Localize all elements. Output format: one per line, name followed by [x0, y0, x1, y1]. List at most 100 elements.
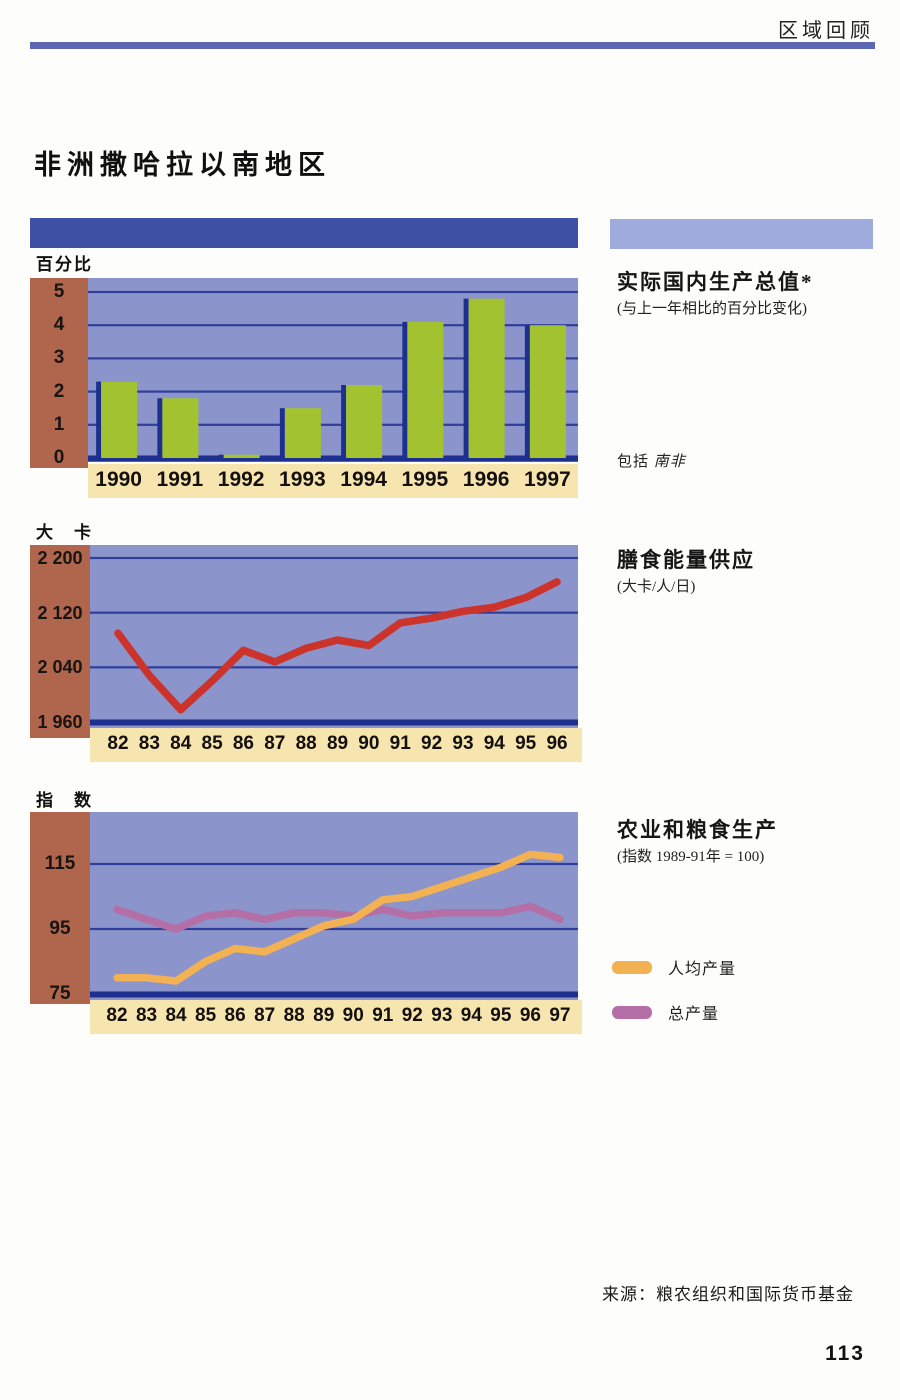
y-tick-label: 2 — [53, 380, 65, 402]
y-tick-label: 1 — [53, 413, 65, 435]
energy-plot-area — [90, 545, 578, 735]
x-tick-label: 87 — [254, 1005, 276, 1026]
page-number: 113 — [825, 1342, 865, 1365]
bar-shadow — [463, 298, 469, 460]
energy-x-axis-band: 82 83 84 85 86 87 88 89 90 91 92 93 94 95 96 — [90, 728, 582, 762]
gdp-header-band-dark — [30, 218, 578, 248]
gridline — [90, 666, 578, 669]
x-tick-label: 90 — [358, 733, 380, 754]
y-tick-label: 2 040 — [37, 657, 83, 678]
agri-y-axis-strip: 115 95 75 — [30, 812, 90, 1004]
x-tick-label: 83 — [135, 1005, 158, 1026]
x-tick-label: 91 — [389, 733, 411, 754]
x-tick-label: 1996 — [462, 468, 510, 491]
x-tick-label: 85 — [201, 733, 223, 754]
baseline-axis — [90, 719, 578, 726]
total-swatch — [612, 1005, 652, 1019]
x-tick-label: 86 — [224, 1005, 246, 1026]
y-tick-label: 0 — [53, 447, 65, 468]
gdp-chart-subtitle: (与上一年相比的百分比变化) — [617, 301, 807, 317]
bar — [468, 298, 505, 458]
x-tick-label: 96 — [519, 1005, 541, 1026]
x-tick-label: 1990 — [95, 468, 142, 491]
x-tick-label: 1994 — [340, 468, 387, 491]
per-capita-label: 人均产量 — [668, 961, 737, 978]
gridline — [88, 324, 578, 327]
bar — [407, 321, 444, 458]
bar-shadow — [157, 398, 163, 460]
x-tick-label: 93 — [452, 733, 474, 754]
page-title: 非洲撒哈拉以南地区 — [34, 150, 331, 180]
total-label: 总产量 — [668, 1006, 720, 1023]
bar-shadow — [341, 384, 347, 460]
agri-plot-area — [90, 812, 578, 1002]
x-tick-label: 88 — [295, 733, 317, 754]
x-tick-label: 96 — [546, 733, 568, 754]
gridline — [90, 611, 578, 614]
y-tick-label: 95 — [49, 918, 71, 939]
x-tick-label: 1991 — [156, 468, 204, 491]
x-tick-label: 82 — [106, 1005, 128, 1026]
gdp-chart-title: 实际国内生产总值* — [617, 270, 814, 294]
x-tick-label: 92 — [401, 1005, 423, 1026]
gridline — [90, 927, 578, 931]
baseline-axis — [88, 455, 578, 462]
agri-chart-title: 农业和粮食生产 — [617, 818, 778, 842]
bar — [346, 384, 383, 458]
x-tick-label: 84 — [170, 733, 192, 754]
bar — [162, 398, 199, 458]
source-note: 来源：粮农组织和国际货币基金 — [602, 1285, 854, 1304]
energy-y-axis-strip: 2 200 2 120 2 040 1 960 — [30, 545, 90, 738]
gdp-chart: 5 4 3 2 1 0 1990 1991 1992 1993 1994 1995 1996 1997 — [30, 278, 578, 500]
x-tick-label: 1995 — [401, 468, 449, 491]
gdp-x-axis-band: 1990 1991 1992 1993 1994 1995 1996 1997 — [88, 464, 578, 498]
x-tick-label: 1993 — [279, 468, 326, 491]
agri-x-axis-band: 82 83 84 85 86 87 88 89 90 91 92 93 94 95 96 97 — [90, 1000, 582, 1034]
legend-item-per-capita: 人均产量 — [612, 955, 736, 979]
gridline — [90, 862, 578, 866]
x-tick-label: 94 — [483, 733, 505, 754]
gridline — [88, 290, 578, 294]
gridline — [90, 556, 578, 560]
bar — [529, 325, 566, 458]
bar-shadow — [96, 381, 102, 460]
x-tick-label: 82 — [107, 733, 129, 754]
x-tick-label: 1992 — [217, 468, 265, 491]
bar — [223, 454, 260, 458]
y-tick-label: 4 — [53, 314, 65, 336]
x-tick-label: 84 — [165, 1005, 187, 1026]
x-tick-label: 87 — [264, 733, 286, 754]
x-tick-label: 86 — [232, 733, 255, 754]
y-tick-label: 1 960 — [37, 712, 83, 732]
gdp-unit-label: 百分比 — [36, 255, 93, 274]
bar — [101, 381, 138, 458]
header-rule — [30, 42, 875, 49]
gdp-note: 包括 南非 — [617, 450, 686, 471]
y-tick-label: 115 — [44, 853, 76, 874]
bar-shadow — [402, 321, 408, 460]
line-series — [113, 850, 564, 985]
y-tick-label: 3 — [53, 347, 65, 369]
per-capita-swatch — [612, 960, 652, 974]
gridline — [88, 357, 578, 360]
gridline — [88, 423, 578, 426]
x-tick-label: 97 — [549, 1005, 571, 1026]
x-tick-label: 90 — [342, 1005, 364, 1026]
y-tick-label: 2 200 — [37, 548, 83, 568]
agri-unit-label: 指 数 — [36, 791, 93, 810]
x-tick-label: 89 — [313, 1005, 335, 1026]
energy-unit-label: 大 卡 — [36, 523, 93, 542]
bar-shadow — [218, 454, 224, 460]
line-series — [113, 902, 564, 933]
gdp-header-band-light — [610, 219, 873, 249]
x-tick-label: 95 — [515, 733, 537, 754]
bar — [284, 408, 321, 458]
energy-chart: 2 200 2 120 2 040 1 960 82 83 84 85 86 87 88 89 90 9… — [30, 545, 582, 766]
agri-legend: 人均产量 总产量 — [612, 955, 736, 1045]
x-tick-label: 95 — [490, 1005, 512, 1026]
x-tick-label: 92 — [421, 733, 443, 754]
baseline-axis — [90, 991, 578, 998]
energy-chart-title: 膳食能量供应 — [617, 548, 755, 572]
page-header: 区域回顾 — [778, 20, 874, 42]
x-tick-label: 1997 — [524, 468, 571, 491]
